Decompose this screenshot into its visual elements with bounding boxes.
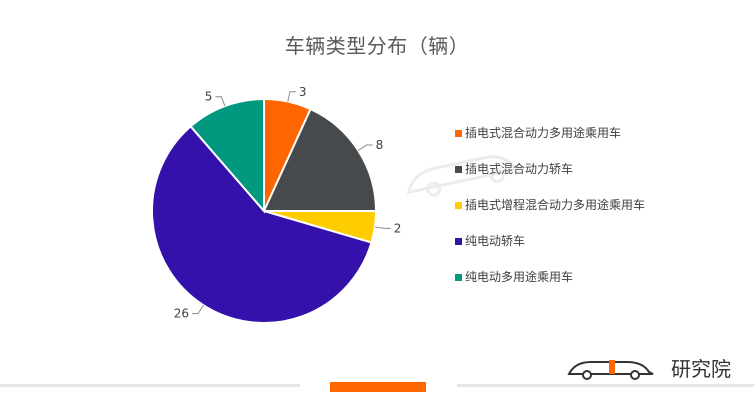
pie-slice <box>262 107 378 212</box>
chart-title: 车辆类型分布（辆） <box>284 34 470 58</box>
legend-label: 插电式混合动力轿车 <box>465 162 574 176</box>
legend-label: 纯电动多用途乘用车 <box>465 270 574 284</box>
slice-value-label: 26 <box>174 307 189 321</box>
legend-swatch <box>455 130 462 137</box>
car-logo-icon <box>567 360 654 380</box>
pie-slice <box>189 97 265 214</box>
slice-value-label: 8 <box>376 138 384 152</box>
slice-leader-line <box>215 96 226 107</box>
legend-label: 插电式增程混合动力多用途乘用车 <box>465 198 646 212</box>
slice-leader-line <box>374 226 391 229</box>
footer-divider-left <box>0 384 300 387</box>
legend-label: 插电式混合动力多用途乘用车 <box>465 126 622 140</box>
slice-value-label: 3 <box>299 85 307 99</box>
slice-value-label: 2 <box>394 221 402 235</box>
footer-divider-right <box>457 384 754 387</box>
footer-accent-bar <box>330 382 426 392</box>
legend-swatch <box>455 166 462 173</box>
watermark-logo <box>406 155 526 197</box>
legend-swatch <box>455 202 462 209</box>
brand-logo: 研究院 <box>565 352 731 382</box>
slice-leader-line <box>357 144 373 151</box>
legend-swatch <box>455 238 462 245</box>
brand-name: 研究院 <box>671 356 731 381</box>
legend-swatch <box>455 274 462 281</box>
slice-leader-line <box>192 304 204 315</box>
slice-leader-line <box>287 91 296 102</box>
legend-label: 纯电动轿车 <box>465 234 526 248</box>
slice-value-label: 5 <box>205 90 213 104</box>
